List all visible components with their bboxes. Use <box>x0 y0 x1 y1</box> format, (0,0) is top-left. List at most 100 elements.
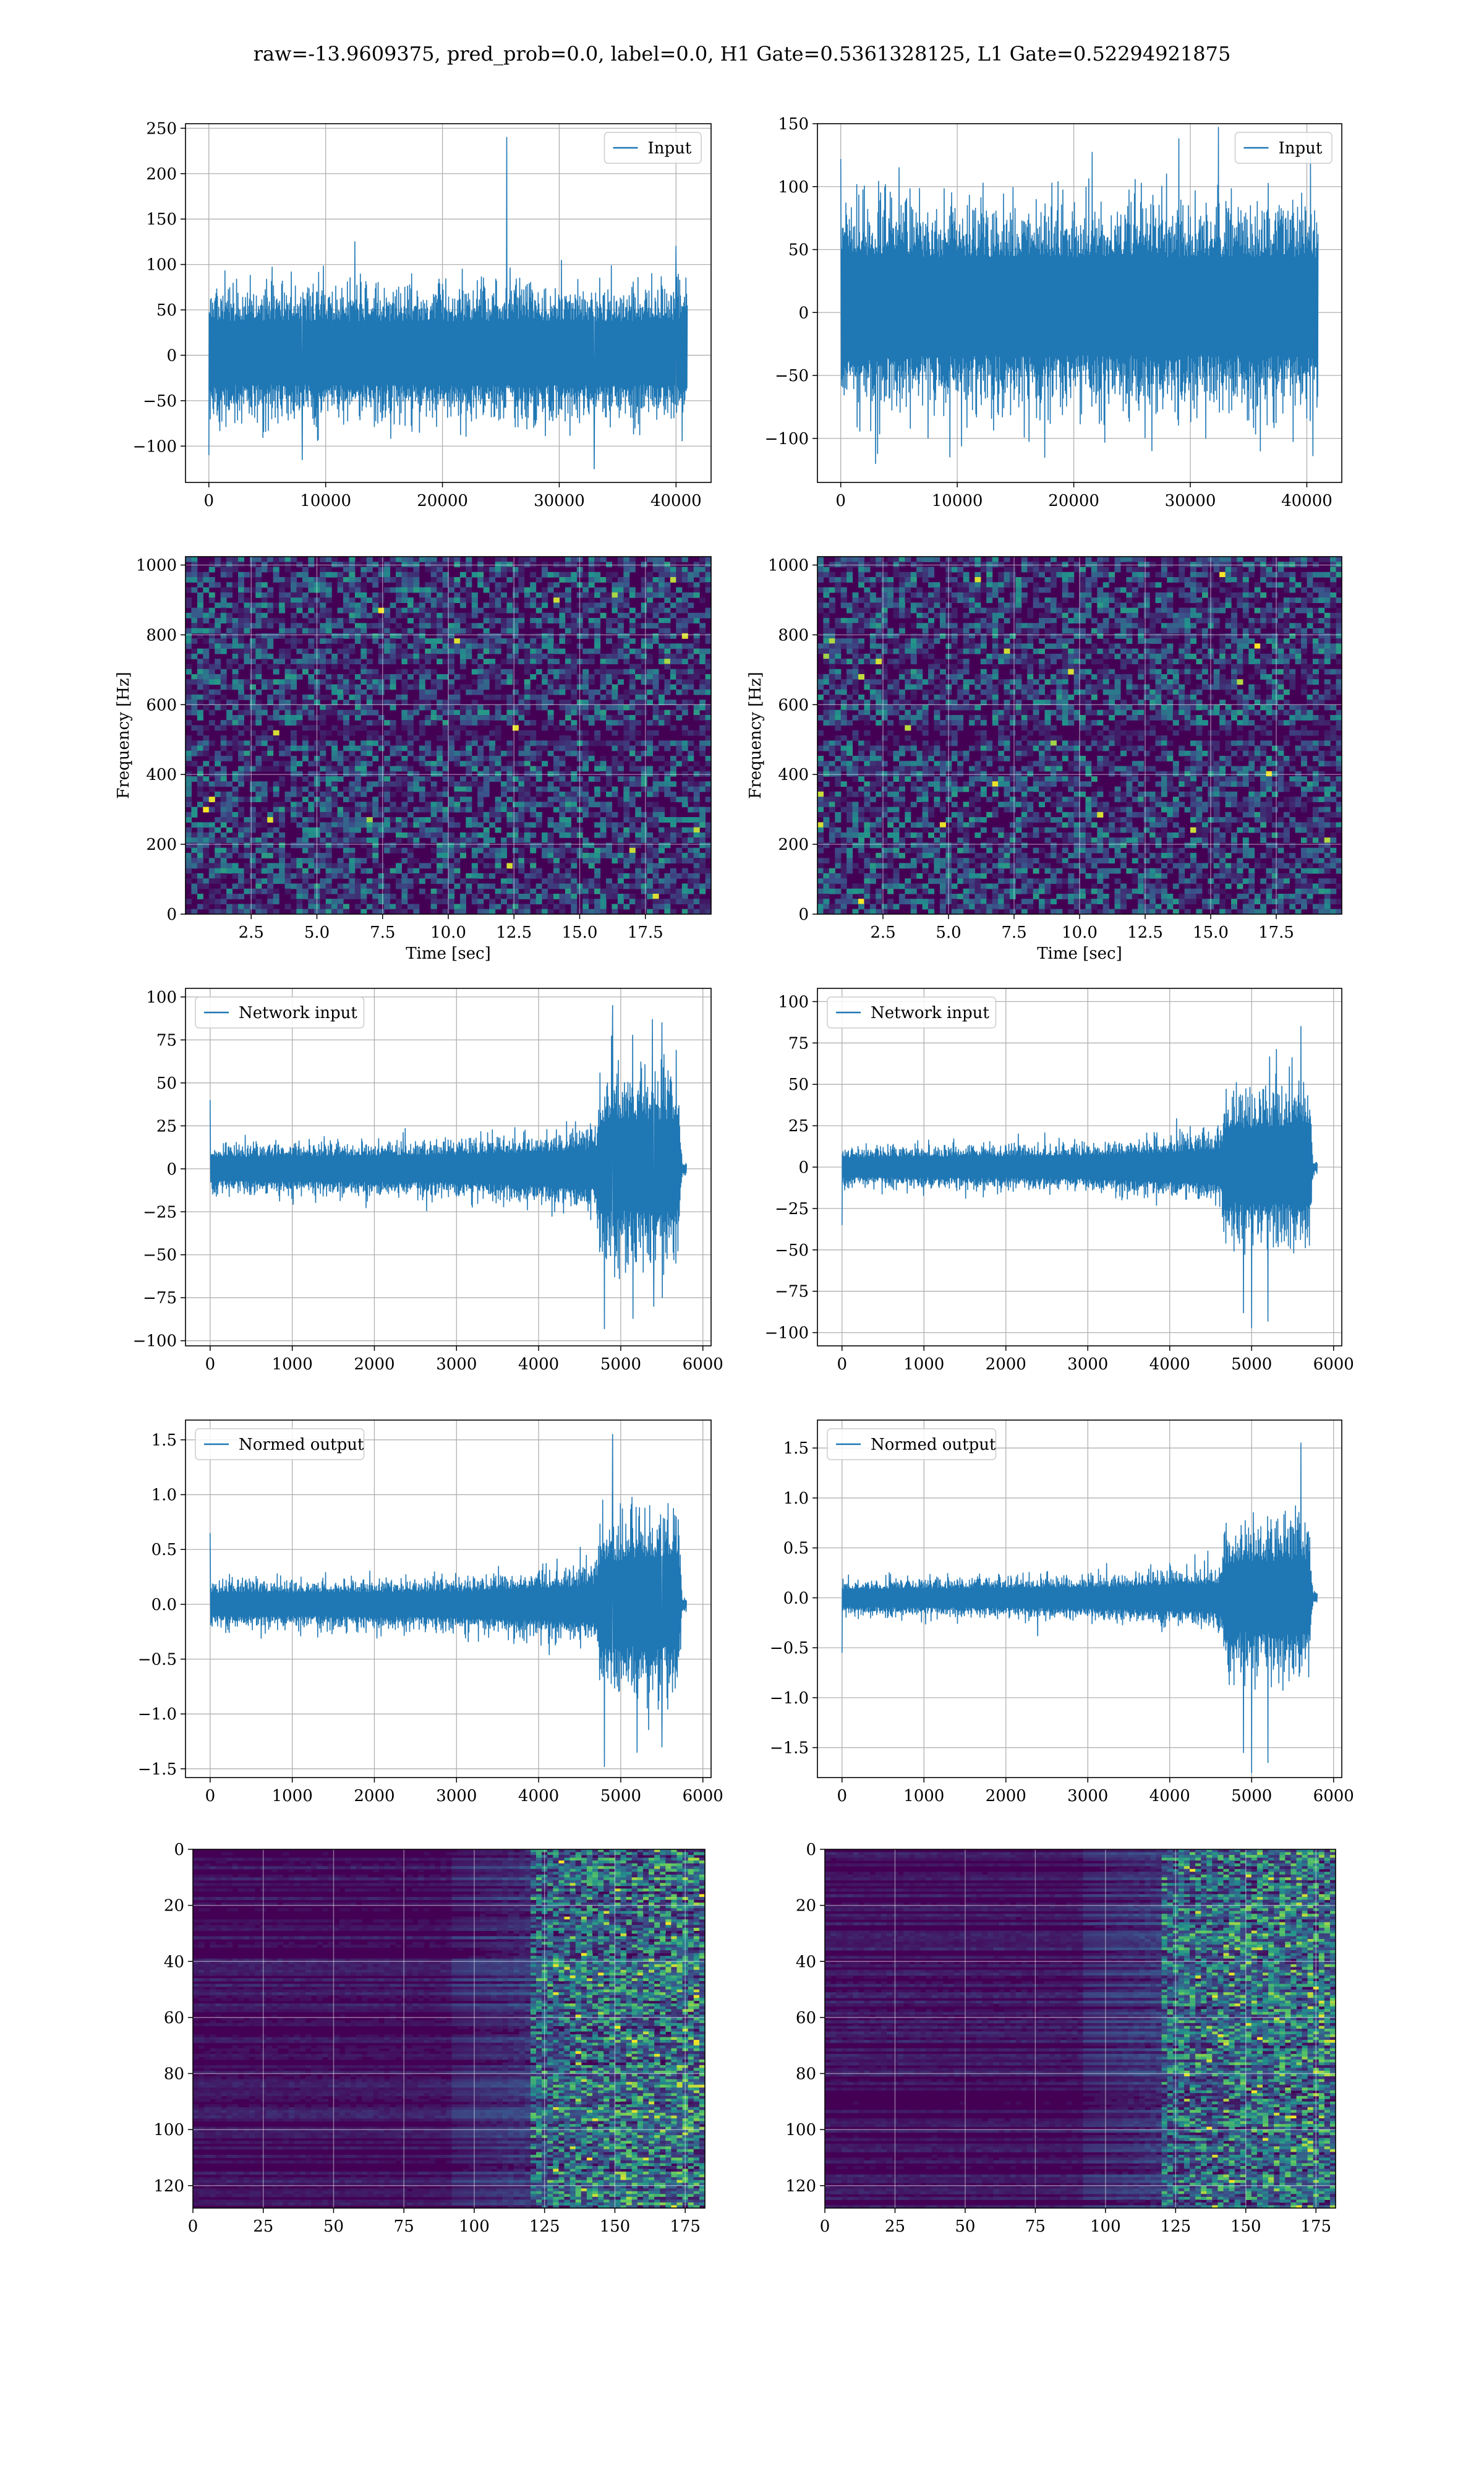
heatmap-cell <box>425 653 432 659</box>
heatmap-cell <box>1237 562 1243 568</box>
heatmap-cell <box>576 582 583 588</box>
heatmap-cell <box>1336 557 1342 562</box>
heatmap-cell <box>215 643 221 649</box>
heatmap-cell <box>1062 577 1068 583</box>
heatmap-cell <box>442 766 449 772</box>
heatmap-cell <box>419 827 425 833</box>
heatmap-cell <box>430 811 437 818</box>
heatmap-cell <box>320 894 326 899</box>
heatmap-cell <box>191 909 198 914</box>
heatmap-cell <box>372 827 379 833</box>
heatmap-cell <box>308 807 315 813</box>
heatmap-cell <box>191 694 198 700</box>
heatmap-cell <box>186 811 192 818</box>
heatmap-cell <box>928 557 934 562</box>
heatmap-cell <box>273 577 279 583</box>
heatmap-cell <box>261 791 268 797</box>
heatmap-cell <box>852 597 859 603</box>
heatmap-cell <box>384 628 391 634</box>
heatmap-cell <box>215 638 221 644</box>
heatmap-cell <box>215 700 221 706</box>
heatmap-cell <box>676 740 683 747</box>
heatmap-cell <box>208 766 215 772</box>
heatmap-cell <box>331 664 338 670</box>
y-tick-label: −50 <box>775 367 809 385</box>
heatmap-cell <box>612 700 618 706</box>
heatmap-cell <box>535 602 542 609</box>
heatmap-cell <box>232 904 239 910</box>
heatmap-cell <box>1009 612 1016 618</box>
heatmap-cell <box>354 612 361 618</box>
heatmap-cell <box>647 571 654 578</box>
heatmap-cell <box>559 562 566 568</box>
heatmap-cell <box>430 623 437 629</box>
heatmap-cell <box>647 669 654 675</box>
heatmap-cell <box>208 638 215 644</box>
heatmap-cell <box>1149 612 1156 618</box>
heatmap-cell <box>858 623 864 629</box>
heatmap-cell <box>681 618 688 623</box>
heatmap-cell <box>255 618 262 623</box>
heatmap-cell <box>261 837 268 843</box>
heatmap-cell <box>349 602 356 609</box>
heatmap-cell <box>378 679 385 685</box>
heatmap-cell <box>1201 562 1208 568</box>
heatmap-cell <box>279 740 286 747</box>
heatmap-cell <box>681 852 688 858</box>
heatmap-cell <box>641 873 647 879</box>
heatmap-cell <box>366 750 373 756</box>
heatmap-cell <box>506 715 513 721</box>
heatmap-cell <box>1242 577 1249 583</box>
heatmap-cell <box>232 868 239 874</box>
heatmap-cell <box>1085 557 1092 562</box>
heatmap-cell <box>466 766 472 772</box>
heatmap-cell <box>437 597 443 603</box>
heatmap-cell <box>407 674 414 680</box>
heatmap-cell <box>308 562 315 568</box>
heatmap-cell <box>313 827 320 833</box>
heatmap-cell <box>1143 628 1150 634</box>
heatmap-cell <box>378 811 385 818</box>
heatmap-cell <box>267 618 274 623</box>
heatmap-cell <box>594 607 601 614</box>
heatmap-cell <box>623 883 630 889</box>
heatmap-cell <box>600 587 607 593</box>
heatmap-cell <box>980 618 987 623</box>
heatmap-cell <box>255 700 262 706</box>
heatmap-cell <box>858 597 864 603</box>
heatmap-cell <box>448 802 454 808</box>
heatmap-cell <box>215 873 221 879</box>
heatmap-cell <box>699 679 706 685</box>
heatmap-cell <box>325 766 332 772</box>
heatmap-cell <box>320 694 326 700</box>
heatmap-cell <box>249 638 256 644</box>
heatmap-cell <box>208 592 215 598</box>
heatmap-cell <box>489 822 496 828</box>
heatmap-cell <box>582 894 589 899</box>
heatmap-cell <box>396 904 402 910</box>
heatmap-cell <box>419 745 425 751</box>
heatmap-cell <box>466 802 472 808</box>
heatmap-cell <box>951 628 958 634</box>
heatmap-cell <box>588 776 595 782</box>
heatmap-cell <box>197 612 203 618</box>
heatmap-cell <box>459 797 466 802</box>
heatmap-cell <box>489 618 496 623</box>
heatmap-cell <box>203 669 210 675</box>
heatmap-cell <box>249 730 256 736</box>
heatmap-cell <box>547 664 554 670</box>
heatmap-cell <box>600 709 607 716</box>
heatmap-cell <box>477 873 484 879</box>
heatmap-cell <box>396 612 402 618</box>
heatmap-cell <box>396 817 402 823</box>
heatmap-cell <box>1149 562 1156 568</box>
heatmap-cell <box>471 873 478 879</box>
heatmap-cell <box>401 679 408 685</box>
heatmap-cell <box>1231 582 1237 588</box>
heatmap-cell <box>612 771 618 777</box>
heatmap-cell <box>688 904 694 910</box>
heatmap-cell <box>197 679 203 685</box>
heatmap-cell <box>565 888 571 894</box>
heatmap-cell <box>279 694 286 700</box>
heatmap-cell <box>384 761 391 767</box>
